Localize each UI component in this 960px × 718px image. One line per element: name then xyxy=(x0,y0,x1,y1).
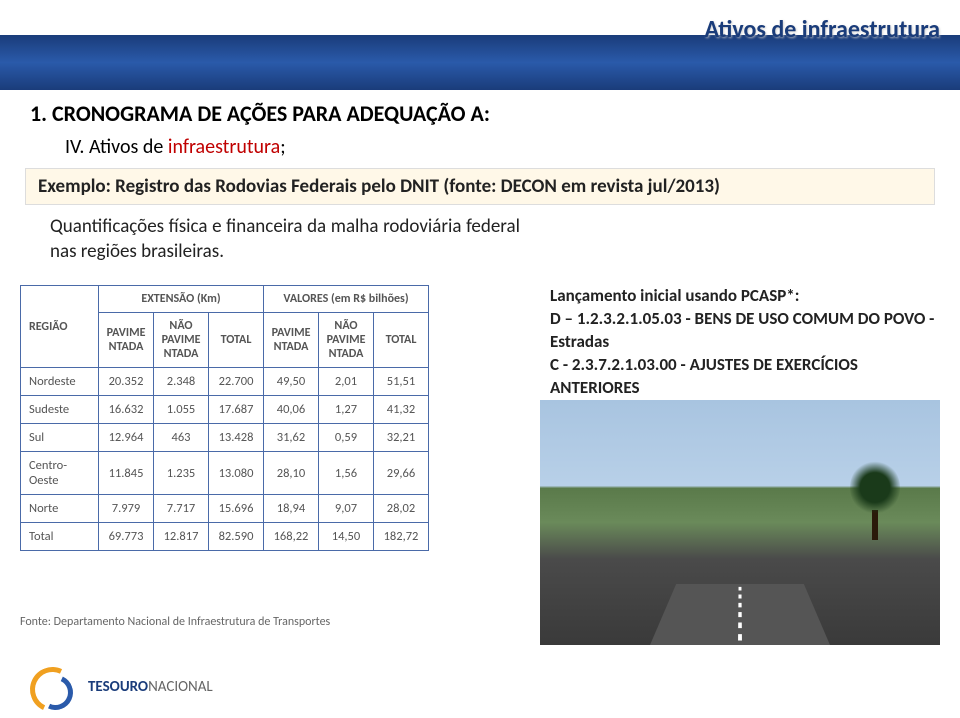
lanc-l1: Lançamento inicial usando PCASP*: xyxy=(550,285,940,308)
th-v-pav: PAVIME NTADA xyxy=(264,313,319,368)
tesouro-logo: TESOURONACIONAL xyxy=(30,667,213,707)
th-v-npav: NÃO PAVIME NTADA xyxy=(319,313,374,368)
th-regiao: REGIÃO xyxy=(21,286,99,368)
exemplo-box: Exemplo: Registro das Rodovias Federais … xyxy=(25,168,935,205)
tn-light: NACIONAL xyxy=(148,678,213,696)
th-v-tot: TOTAL xyxy=(374,313,429,368)
rodovias-table: REGIÃO EXTENSÃO (Km) VALORES (em R$ bilh… xyxy=(20,285,429,551)
item-iv-suffix: ; xyxy=(280,135,285,159)
lancamento-box: Lançamento inicial usando PCASP*: D – 1.… xyxy=(550,285,940,400)
item-iv-prefix: IV. Ativos de xyxy=(65,135,168,159)
table-row: Nordeste20.3522.34822.70049,502,0151,51 xyxy=(21,368,429,396)
lanc-l2: D – 1.2.3.2.1.05.03 - BENS DE USO COMUM … xyxy=(550,308,940,354)
quant-text: Quantificações física e financeira da ma… xyxy=(50,215,520,264)
highway-image xyxy=(540,400,940,645)
item-iv-highlight: infraestrutura xyxy=(168,135,280,159)
table-source: Fonte: Departamento Nacional de Infraest… xyxy=(20,615,330,629)
table-row: Total69.77312.81782.590168,2214,50182,72 xyxy=(21,523,429,551)
tree-icon xyxy=(850,460,900,540)
footer-logos: TESOURONACIONAL xyxy=(30,667,213,707)
tesouro-text: TESOURONACIONAL xyxy=(88,678,213,696)
section-title: 1. CRONOGRAMA DE AÇÕES PARA ADEQUAÇÃO A: xyxy=(30,100,490,127)
th-e-pav: PAVIME NTADA xyxy=(99,313,154,368)
table-row: Centro-Oeste11.8451.23513.08028,101,5629… xyxy=(21,452,429,495)
page-header-title: Ativos de infraestrutura xyxy=(704,15,940,44)
th-valores: VALORES (em R$ bilhões) xyxy=(264,286,429,313)
th-extensao: EXTENSÃO (Km) xyxy=(99,286,264,313)
th-e-npav: NÃO PAVIME NTADA xyxy=(154,313,209,368)
table-row: Norte7.9797.71715.69618,949,0728,02 xyxy=(21,495,429,523)
lanc-l3: C - 2.3.7.2.1.03.00 - AJUSTES DE EXERCÍC… xyxy=(550,354,940,400)
item-iv: IV. Ativos de infraestrutura; xyxy=(65,135,286,159)
table-body: Nordeste20.3522.34822.70049,502,0151,51 … xyxy=(21,368,429,551)
tn-bold: TESOURO xyxy=(88,678,148,696)
table-row: Sul12.96446313.42831,620,5932,21 xyxy=(21,424,429,452)
th-e-tot: TOTAL xyxy=(209,313,264,368)
tesouro-swoosh-icon xyxy=(30,667,80,707)
table-row: Sudeste16.6321.05517.68740,061,2741,32 xyxy=(21,396,429,424)
